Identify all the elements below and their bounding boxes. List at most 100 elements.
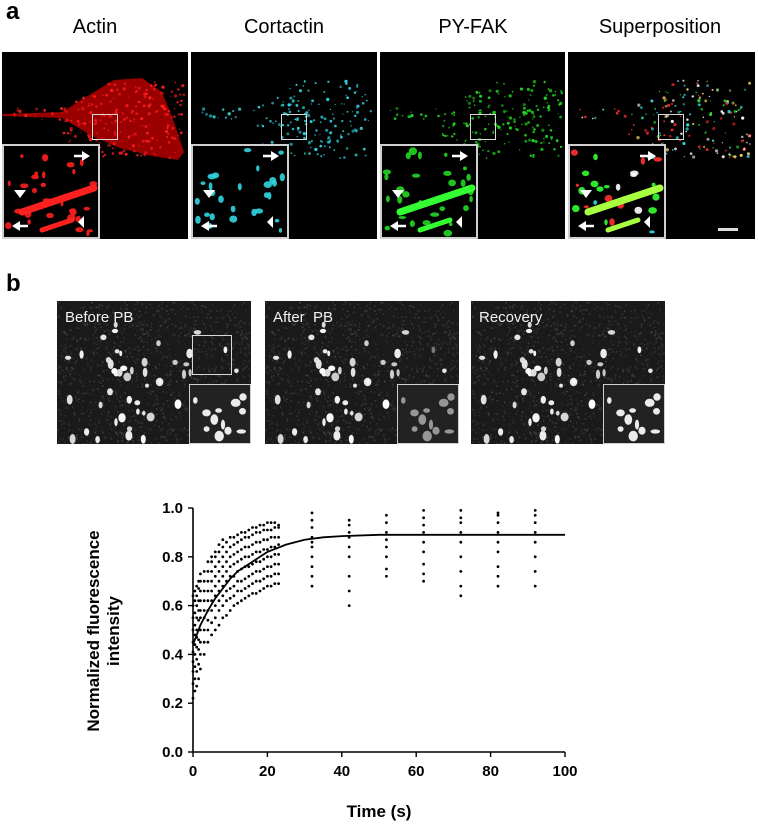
- data-point: [347, 589, 351, 593]
- data-point: [251, 543, 254, 546]
- data-point: [210, 589, 214, 593]
- data-point: [247, 528, 251, 532]
- data-point: [213, 584, 217, 588]
- data-point: [496, 513, 500, 517]
- data-point: [258, 523, 262, 527]
- cell-signal: [579, 79, 752, 159]
- zoom-inset: [380, 144, 478, 239]
- data-point: [193, 623, 197, 627]
- inset-signal: [397, 384, 459, 444]
- data-point: [191, 682, 195, 686]
- data-point: [243, 587, 247, 590]
- data-point: [191, 616, 195, 620]
- channel-title-superposition: Superposition: [598, 16, 722, 38]
- data-point: [225, 560, 228, 564]
- data-point: [191, 650, 195, 654]
- data-point: [199, 589, 202, 593]
- data-point: [191, 594, 195, 598]
- data-point: [202, 599, 206, 603]
- data-point: [385, 545, 388, 549]
- data-point: [251, 592, 254, 595]
- data-point: [496, 565, 500, 568]
- data-point: [273, 521, 277, 524]
- data-point: [206, 618, 210, 622]
- data-point: [206, 579, 210, 583]
- data-point: [193, 589, 197, 593]
- data-point: [533, 555, 537, 559]
- data-point: [273, 526, 277, 529]
- data-point: [251, 533, 254, 537]
- data-point: [232, 535, 236, 539]
- data-point: [273, 572, 277, 576]
- data-point: [228, 545, 232, 549]
- data-point: [210, 609, 214, 612]
- zoom-inset: [397, 384, 459, 444]
- data-point: [273, 553, 277, 556]
- y-axis-label-line2: intensity: [104, 596, 123, 666]
- data-point: [269, 574, 273, 578]
- data-point: [197, 618, 200, 622]
- data-point: [199, 579, 202, 583]
- data-point: [533, 570, 537, 573]
- data-point: [496, 540, 500, 544]
- y-tick-label: 0.4: [162, 646, 184, 663]
- inset-signal: [603, 384, 665, 444]
- data-point: [199, 640, 202, 644]
- inset-markers: [12, 151, 90, 231]
- micrograph-superposition: [568, 52, 755, 239]
- data-point: [202, 589, 206, 593]
- data-point: [533, 509, 537, 512]
- fit-curve: [192, 533, 565, 645]
- data-point: [213, 574, 217, 578]
- data-point: [199, 609, 202, 612]
- data-point: [202, 609, 206, 612]
- zoom-inset: [189, 384, 251, 444]
- data-point: [243, 535, 247, 539]
- data-point: [310, 526, 314, 529]
- data-point: [496, 550, 500, 554]
- channel-title-pyfak: PY-FAK: [438, 16, 508, 38]
- data-point: [225, 550, 228, 554]
- data-point: [202, 579, 206, 583]
- data-point: [236, 560, 240, 564]
- data-point: [247, 584, 251, 588]
- data-point: [254, 526, 258, 529]
- cell-signal: [2, 78, 186, 160]
- data-point: [347, 555, 351, 559]
- data-point: [385, 521, 388, 524]
- data-point: [191, 604, 195, 607]
- data-point: [258, 560, 262, 564]
- data-point: [247, 565, 251, 568]
- data-point: [213, 565, 217, 568]
- data-point: [217, 560, 221, 564]
- data-point: [195, 645, 199, 649]
- data-point: [199, 653, 202, 656]
- data-point: [459, 540, 463, 544]
- x-axis-label: Time (s): [347, 802, 412, 821]
- data-point: [243, 596, 247, 600]
- data-point: [266, 548, 269, 551]
- data-point: [347, 545, 351, 549]
- data-point: [236, 579, 240, 583]
- data-point: [240, 538, 243, 542]
- y-tick-label: 0.8: [162, 549, 183, 566]
- data-point: [251, 553, 254, 556]
- data-point: [277, 535, 280, 539]
- y-axis-label: Normalized fluorescence intensity: [84, 530, 123, 731]
- data-point: [310, 540, 314, 544]
- data-point: [217, 599, 221, 603]
- data-point: [262, 567, 266, 571]
- data-point: [266, 555, 269, 559]
- data-point: [206, 589, 210, 593]
- data-point: [247, 594, 251, 598]
- data-point: [195, 670, 199, 673]
- y-tick-label: 1.0: [162, 500, 183, 517]
- data-point: [269, 555, 273, 559]
- data-point: [228, 535, 232, 539]
- zoom-inset: [191, 144, 289, 239]
- data-point: [254, 560, 258, 564]
- data-point: [247, 555, 251, 559]
- data-point: [228, 555, 232, 559]
- data-point: [228, 596, 232, 600]
- data-point: [210, 570, 214, 573]
